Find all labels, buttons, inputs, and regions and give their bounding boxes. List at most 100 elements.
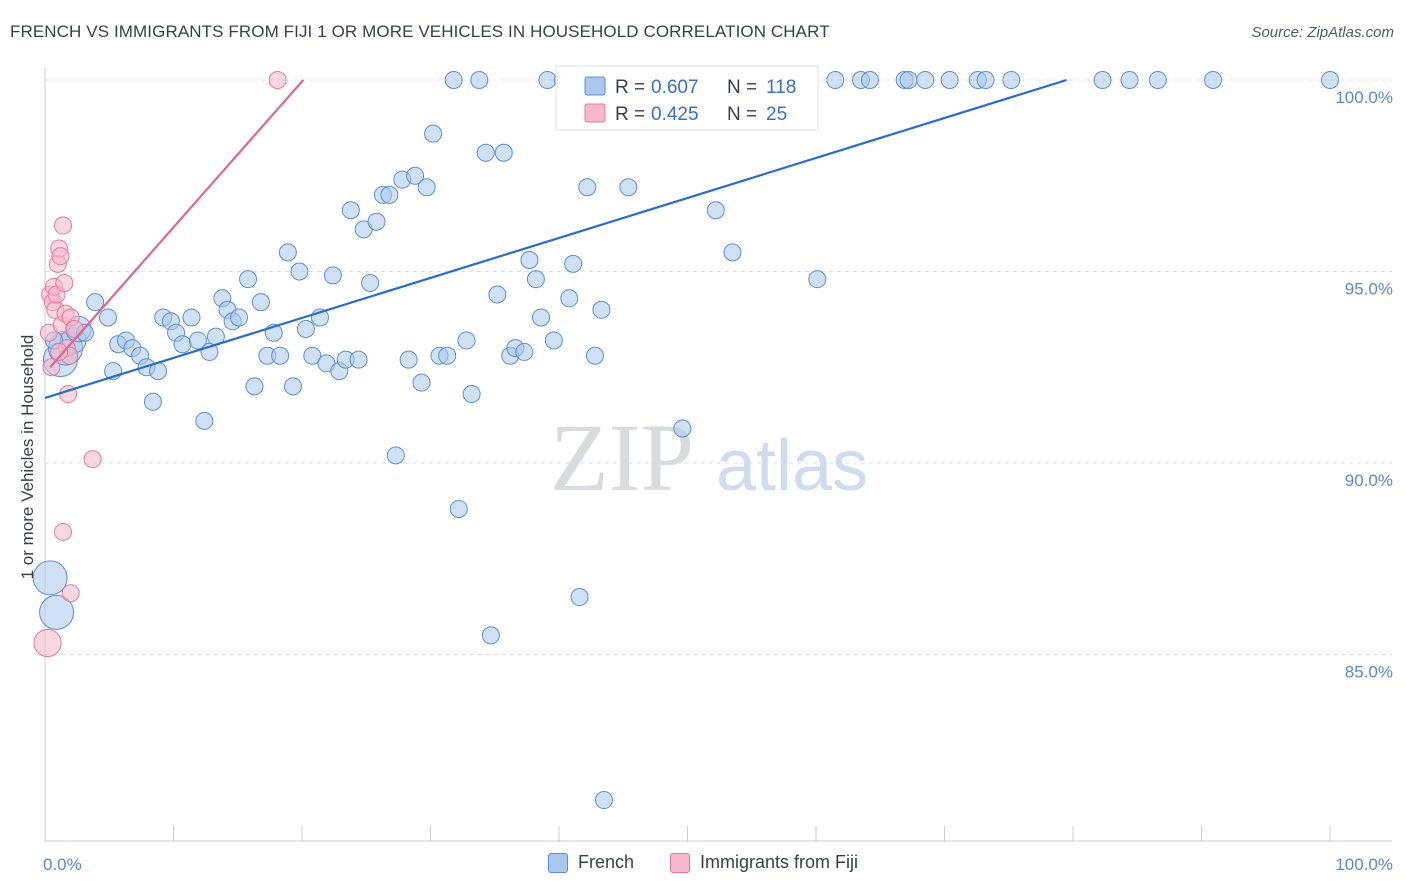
y-tick-label-2: 90.0% bbox=[1345, 471, 1393, 490]
french-point-20 bbox=[173, 335, 192, 354]
french-point-52 bbox=[380, 185, 399, 204]
fiji-point-20 bbox=[61, 584, 80, 603]
axes bbox=[44, 68, 1392, 842]
french-point-85 bbox=[592, 300, 611, 319]
french-point-113 bbox=[1120, 71, 1139, 89]
french-point-49 bbox=[361, 273, 380, 292]
french-point-89 bbox=[619, 178, 638, 197]
french-point-83 bbox=[578, 178, 597, 197]
french-point-84 bbox=[585, 346, 604, 365]
legend-bottom-fiji-label: Immigrants from Fiji bbox=[700, 852, 859, 872]
french-point-47 bbox=[349, 350, 368, 369]
french-point-15 bbox=[143, 392, 162, 411]
legend-french-r: 0.607 bbox=[651, 77, 699, 98]
source-label: Source: ZipAtlas.com bbox=[1251, 24, 1394, 41]
french-point-63 bbox=[449, 499, 468, 518]
french-point-66 bbox=[470, 71, 489, 89]
french-point-64 bbox=[457, 331, 476, 350]
legend-item-french: French bbox=[547, 852, 634, 873]
legend-fiji-r: 0.425 bbox=[651, 104, 699, 125]
french-point-30 bbox=[239, 270, 258, 289]
french-point-61 bbox=[438, 346, 457, 365]
y-tick-labels: 100.0% 95.0% 90.0% 85.0% bbox=[1335, 88, 1393, 682]
french-point-58 bbox=[417, 178, 436, 197]
legend-bottom-french-swatch bbox=[547, 852, 568, 873]
french-point-77 bbox=[538, 71, 557, 89]
trend-lines bbox=[44, 78, 1067, 399]
french-point-59 bbox=[424, 124, 443, 143]
french-point-62 bbox=[444, 71, 463, 89]
french-point-68 bbox=[481, 626, 500, 645]
x-tick-label-0: 0.0% bbox=[43, 855, 82, 874]
legend-bottom-french-label: French bbox=[577, 852, 634, 872]
french-point-69 bbox=[488, 285, 507, 304]
french-point-1 bbox=[39, 594, 75, 630]
chart-title: FRENCH VS IMMIGRANTS FROM FIJI 1 OR MORE… bbox=[10, 22, 830, 41]
legend-fiji-n-label: N = bbox=[727, 104, 757, 125]
french-point-39 bbox=[296, 319, 315, 338]
french-point-96 bbox=[706, 201, 725, 220]
watermark: ZIP atlas bbox=[550, 404, 868, 511]
french-point-0 bbox=[32, 560, 68, 596]
watermark-zip: ZIP bbox=[550, 404, 694, 511]
french-point-114 bbox=[1148, 71, 1167, 89]
french-point-80 bbox=[560, 289, 579, 308]
french-point-43 bbox=[323, 266, 342, 285]
legend-item-fiji: Immigrants from Fiji bbox=[670, 852, 858, 873]
y-tick-label-3: 85.0% bbox=[1345, 663, 1393, 682]
french-point-7 bbox=[86, 293, 105, 312]
fiji-point-22 bbox=[268, 71, 287, 89]
legend-french-n-label: N = bbox=[727, 77, 757, 98]
french-point-35 bbox=[271, 346, 290, 365]
legend-bottom-fiji-swatch bbox=[670, 852, 690, 873]
y-tick-label-0: 100.0% bbox=[1335, 88, 1393, 107]
french-point-112 bbox=[1093, 71, 1112, 89]
legend-french-r-label: R = bbox=[615, 77, 645, 98]
fiji-point-21 bbox=[83, 450, 102, 469]
french-point-111 bbox=[1002, 71, 1021, 89]
french-point-37 bbox=[284, 377, 303, 396]
series-french bbox=[32, 71, 1339, 810]
french-point-102 bbox=[826, 71, 845, 89]
french-point-57 bbox=[412, 373, 431, 392]
french-point-36 bbox=[278, 243, 297, 262]
french-point-56 bbox=[406, 166, 425, 185]
legend-french-n: 118 bbox=[766, 77, 796, 98]
french-point-93 bbox=[673, 419, 692, 438]
legend-fiji-n: 25 bbox=[766, 104, 787, 125]
x-tick-labels: 0.0% 100.0% bbox=[43, 855, 1393, 874]
french-point-31 bbox=[245, 377, 264, 396]
french-point-67 bbox=[476, 143, 495, 162]
fiji-point-23 bbox=[50, 342, 69, 361]
french-point-108 bbox=[940, 71, 959, 89]
french-point-21 bbox=[182, 308, 201, 327]
french-point-32 bbox=[251, 293, 270, 312]
french-point-116 bbox=[1321, 71, 1339, 89]
french-point-38 bbox=[290, 262, 309, 281]
french-point-46 bbox=[341, 201, 360, 220]
grid bbox=[45, 79, 1392, 655]
french-point-106 bbox=[899, 71, 918, 89]
fiji-point-19 bbox=[53, 522, 72, 541]
french-point-82 bbox=[570, 588, 589, 607]
french-point-110 bbox=[976, 71, 995, 89]
y-tick-label-1: 95.0% bbox=[1345, 280, 1393, 299]
legend-fiji-r-label: R = bbox=[615, 104, 645, 125]
french-point-70 bbox=[494, 143, 513, 162]
french-point-55 bbox=[399, 350, 418, 369]
french-point-76 bbox=[532, 308, 551, 327]
x-tick-label-1: 100.0% bbox=[1335, 855, 1393, 874]
y-axis-title: 1 or more Vehicles in Household bbox=[18, 335, 37, 580]
french-point-23 bbox=[195, 411, 214, 430]
legend-top: R = 0.607 N = 118 R = 0.425 N = 25 bbox=[555, 65, 819, 131]
watermark-atlas: atlas bbox=[716, 426, 868, 506]
fiji-point-12 bbox=[53, 216, 72, 235]
legend-bottom: French Immigrants from Fiji bbox=[0, 852, 1406, 873]
fiji-point-10 bbox=[51, 247, 70, 266]
fiji-trend-line bbox=[49, 79, 305, 368]
french-point-97 bbox=[723, 243, 742, 262]
french-point-8 bbox=[98, 308, 117, 327]
french-point-22 bbox=[188, 331, 207, 350]
french-point-101 bbox=[808, 270, 827, 289]
